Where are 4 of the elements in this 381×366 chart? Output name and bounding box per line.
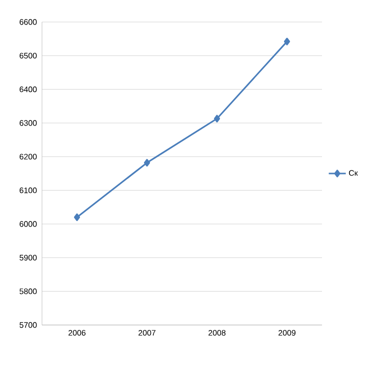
point (74, 213, 80, 222)
point (214, 114, 220, 122)
point (144, 158, 150, 167)
point (284, 38, 290, 46)
